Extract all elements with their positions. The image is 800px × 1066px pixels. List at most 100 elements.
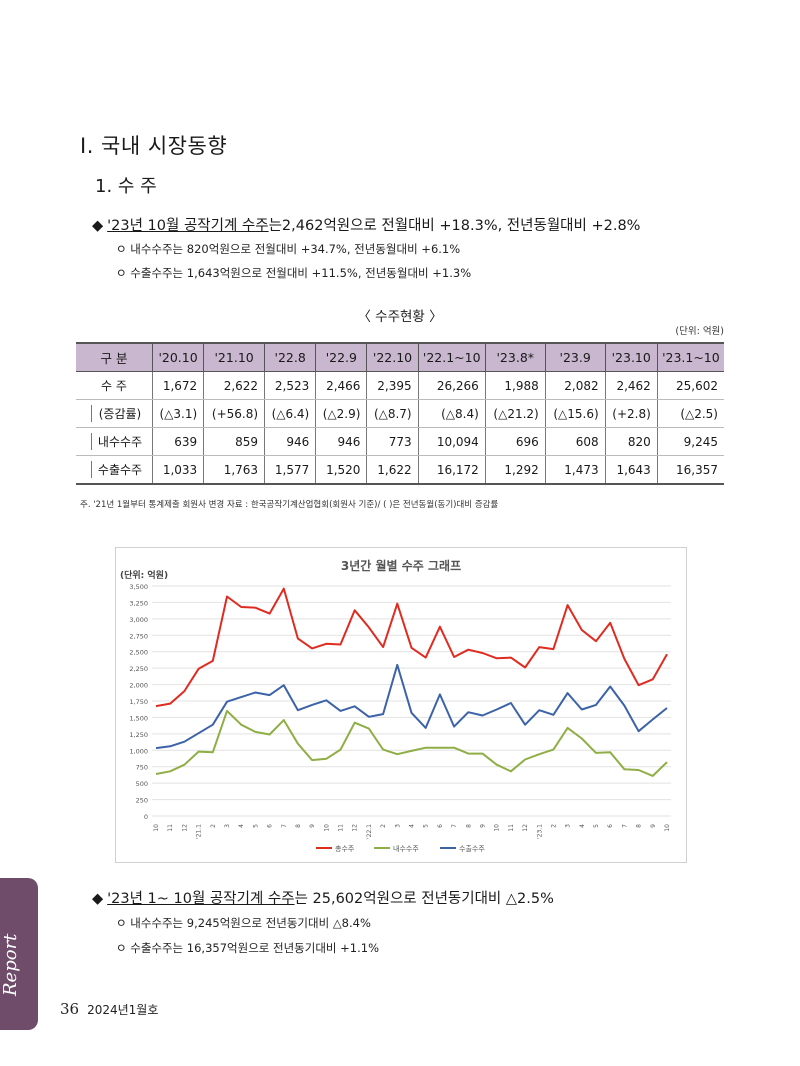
table-cell: 25,602: [656, 371, 724, 400]
diamond-icon: ◆: [92, 218, 104, 234]
header-category: 구 분: [76, 342, 153, 372]
x-tick-label: 6: [267, 824, 274, 828]
x-tick-label: 3: [394, 824, 401, 828]
x-tick-label: 11: [167, 824, 174, 832]
x-tick-label: 7: [621, 824, 628, 828]
x-tick-label: 12: [181, 824, 188, 832]
page-footer: 36 2024년1월호: [60, 1000, 158, 1018]
series-line-2: [155, 663, 668, 750]
orders-table: 구 분 '20.10'21.10'22.8'22.9'22.10'22.1~10 '…: [76, 342, 724, 485]
header-period: '21.10: [203, 342, 265, 372]
table-cell: 859: [203, 427, 265, 456]
x-tick-label: 8: [295, 824, 302, 828]
x-tick-label: '21.1: [196, 824, 203, 839]
x-tick-label: 9: [309, 824, 316, 828]
table-title: 〈 수주현황 〉: [357, 309, 443, 325]
y-tick-label: 2,750: [129, 632, 148, 640]
table-cell: (△15.6): [544, 399, 606, 428]
report-side-tab: Report: [0, 878, 38, 1030]
table-note: 주. '21년 1월부터 통계제출 회원사 변경 자료 : 한국공작기계산업협회…: [80, 500, 499, 510]
chart-svg: 3년간 월별 수주 그래프 (단위: 억원) 0 250 500 750 1,000 1,25…: [120, 558, 671, 853]
header-period: '23.9: [544, 342, 606, 372]
y-tick-label: 3,000: [129, 616, 148, 624]
x-tick-label: 5: [423, 824, 430, 828]
row-label: (증감률): [76, 399, 153, 428]
table-cell: (+56.8): [203, 399, 265, 428]
row-label-text: 수출수주: [91, 461, 148, 478]
table-cell: 16,172: [417, 455, 486, 485]
row-label-text: (증감률): [91, 405, 148, 422]
table-cell: 9,245: [656, 427, 724, 456]
header-period: '23.1~10: [656, 342, 724, 372]
header-period: '23.8*: [484, 342, 546, 372]
table-cell: 2,523: [264, 371, 316, 400]
header-period: '23.10: [604, 342, 658, 372]
x-tick-label: 6: [607, 824, 614, 828]
table-cell: 1,520: [315, 455, 367, 485]
table-cell: 608: [544, 427, 606, 456]
summary-bullet-ytd: ◆ '23년 1~ 10월 공작기계 수주는 25,602억원으로 전년동기대비 …: [92, 887, 554, 908]
x-tick-label: 10: [153, 824, 160, 832]
table-cell: 2,082: [544, 371, 606, 400]
summary-text: 는 25,602억원으로 전년동기대비 △2.5%: [294, 891, 554, 907]
monthly-orders-chart: 3년간 월별 수주 그래프 (단위: 억원) 0 250 500 750 1,000 1,25…: [115, 547, 687, 863]
table-cell: 1,763: [203, 455, 265, 485]
table-row: 수 주 1,672 2,622 2,523 2,466 2,395 26,266 1,988 2…: [76, 371, 724, 400]
y-tick-label: 0: [144, 813, 148, 821]
x-tick-label: 11: [508, 824, 515, 832]
y-tick-label: 3,500: [129, 583, 148, 591]
table-cell: 1,473: [544, 455, 606, 485]
x-tick-label: 3: [565, 824, 572, 828]
table-cell: 10,094: [417, 427, 486, 456]
x-tick-label: 12: [522, 824, 529, 832]
x-tick-label: 2: [550, 824, 557, 828]
sub-bullet-domestic-ytd: ㅇ 내수수주는 9,245억원으로 전년동기대비 △8.4%: [116, 916, 371, 930]
header-period: '20.10: [151, 342, 204, 372]
header-period: '22.8: [264, 342, 316, 372]
table-cell: 1,622: [366, 455, 419, 485]
row-label-text: 내수수주: [91, 433, 148, 450]
x-tick-label: '22.1: [366, 824, 373, 839]
table-cell: 1,643: [604, 455, 658, 485]
series-line-1: [155, 709, 668, 777]
table-cell: (△21.2): [484, 399, 546, 428]
y-tick-label: 250: [136, 797, 148, 805]
x-tick-label: 5: [252, 824, 259, 828]
x-tick-label: '23.1: [536, 824, 543, 839]
sub-bullet-domestic: ㅇ 내수수주는 820억원으로 전월대비 +34.7%, 전년동월대비 +6.1…: [116, 242, 461, 256]
table-cell: 946: [315, 427, 367, 456]
x-tick-label: 5: [593, 824, 600, 828]
table-cell: 2,466: [315, 371, 367, 400]
x-tick-label: 4: [409, 824, 416, 828]
x-tick-label: 11: [338, 824, 345, 832]
table-cell: 16,357: [656, 455, 724, 485]
table-cell: (△8.4): [417, 399, 486, 428]
table-cell: 820: [604, 427, 658, 456]
side-tab-label: Report: [0, 933, 21, 996]
sub-bullet-export: ㅇ 수출수주는 1,643억원으로 전월대비 +11.5%, 전년동월대비 +1…: [116, 266, 472, 280]
y-tick-label: 2,250: [129, 665, 148, 673]
x-tick-label: 2: [380, 824, 387, 828]
table-cell: (△3.1): [151, 399, 204, 428]
page-number: 36: [60, 1000, 80, 1018]
x-tick-label: 10: [494, 824, 501, 832]
table-cell: 2,395: [366, 371, 419, 400]
x-tick-label: 2: [210, 824, 217, 828]
table-cell: (△8.7): [366, 399, 419, 428]
y-tick-label: 500: [136, 780, 148, 788]
y-tick-label: 750: [136, 764, 148, 772]
table-cell: 1,577: [264, 455, 316, 485]
x-tick-label: 3: [224, 824, 231, 828]
x-tick-label: 8: [636, 824, 643, 828]
table-cell: 1,988: [484, 371, 546, 400]
diamond-icon: ◆: [92, 891, 104, 907]
x-tick-label: 6: [437, 824, 444, 828]
summary-bullet-monthly: ◆ '23년 10월 공작기계 수주는2,462억원으로 전월대비 +18.3%,…: [92, 214, 640, 235]
y-tick-label: 1,000: [129, 747, 148, 755]
y-tick-label: 2,500: [129, 649, 148, 657]
table-header-row: 구 분 '20.10'21.10'22.8'22.9'22.10'22.1~10 '…: [76, 342, 724, 372]
legend-label: 총수주: [335, 844, 355, 853]
header-period: '22.10: [366, 342, 419, 372]
header-period: '22.1~10: [417, 342, 486, 372]
x-tick-label: 9: [650, 824, 657, 828]
